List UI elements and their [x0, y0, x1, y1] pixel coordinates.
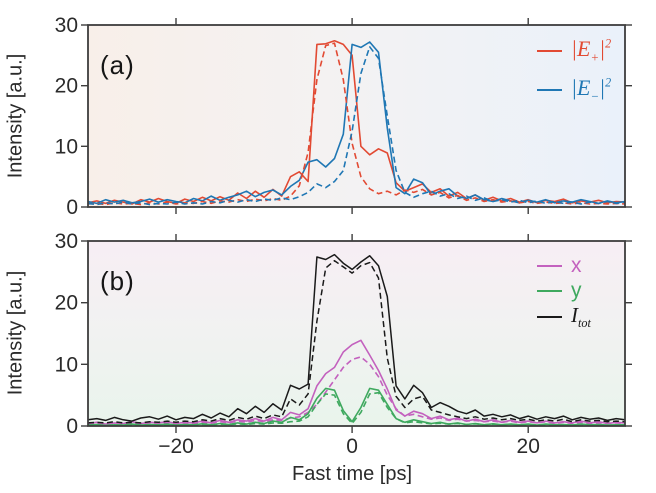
- legend-label-e-plus: |E+|2: [571, 36, 612, 65]
- y-tick-label: 20: [55, 75, 78, 98]
- y-tick-label: 20: [55, 292, 78, 315]
- legend-label-y: y: [571, 279, 582, 303]
- legend-line-swatch-y: [537, 289, 562, 292]
- legend-line-swatch-e-plus: [537, 49, 562, 52]
- legend-line-swatch-e-minus: [537, 89, 562, 92]
- legend-item-y: y: [537, 279, 591, 302]
- y-axis-label-panel-b: Intensity [a.u.]: [4, 270, 27, 396]
- panel-a-background: [88, 25, 625, 207]
- y-tick-label: 10: [55, 135, 78, 158]
- y-tick-label: 0: [66, 415, 78, 438]
- y-tick-label: 0: [66, 196, 78, 219]
- curve-i-tot-dashed: [87, 259, 626, 424]
- curve-e-minus-dashed: [87, 45, 626, 206]
- legend-item-x: x: [537, 254, 591, 277]
- legend-label-e-minus: |E−|2: [571, 75, 612, 104]
- legend-item-e-plus: |E+|2: [537, 36, 612, 65]
- y-axis-label-panel-a: Intensity [a.u.]: [4, 53, 27, 179]
- legend-line-swatch-i-tot: [537, 316, 562, 319]
- legend-label-i-tot: Itot: [571, 303, 591, 331]
- y-tick-label: 10: [55, 353, 78, 376]
- curve-x-dashed: [87, 356, 626, 425]
- curve-i-tot-solid: [87, 253, 626, 422]
- x-tick-label: 20: [517, 435, 540, 458]
- panel-a-frame: [87, 24, 626, 208]
- y-tick-label: 30: [55, 14, 78, 37]
- legend-panel-b: x y Itot: [537, 254, 591, 331]
- x-tick-label: 0: [346, 435, 358, 458]
- legend-panel-a: |E+|2 |E−|2: [537, 36, 612, 104]
- panel-b-background: [88, 241, 625, 426]
- curve-e-plus-dashed: [87, 42, 626, 206]
- legend-item-e-minus: |E−|2: [537, 75, 612, 104]
- legend-item-i-tot: Itot: [537, 304, 591, 331]
- panel-label-a: (a): [100, 50, 135, 80]
- panel-label-b: (b): [100, 266, 135, 296]
- x-tick-label: −20: [158, 435, 194, 458]
- y-tick-label: 30: [55, 230, 78, 253]
- x-axis-label: Fast time [ps]: [291, 463, 413, 485]
- legend-label-x: x: [571, 254, 582, 277]
- panel-b-frame: [87, 240, 626, 427]
- legend-line-swatch-x: [537, 264, 562, 267]
